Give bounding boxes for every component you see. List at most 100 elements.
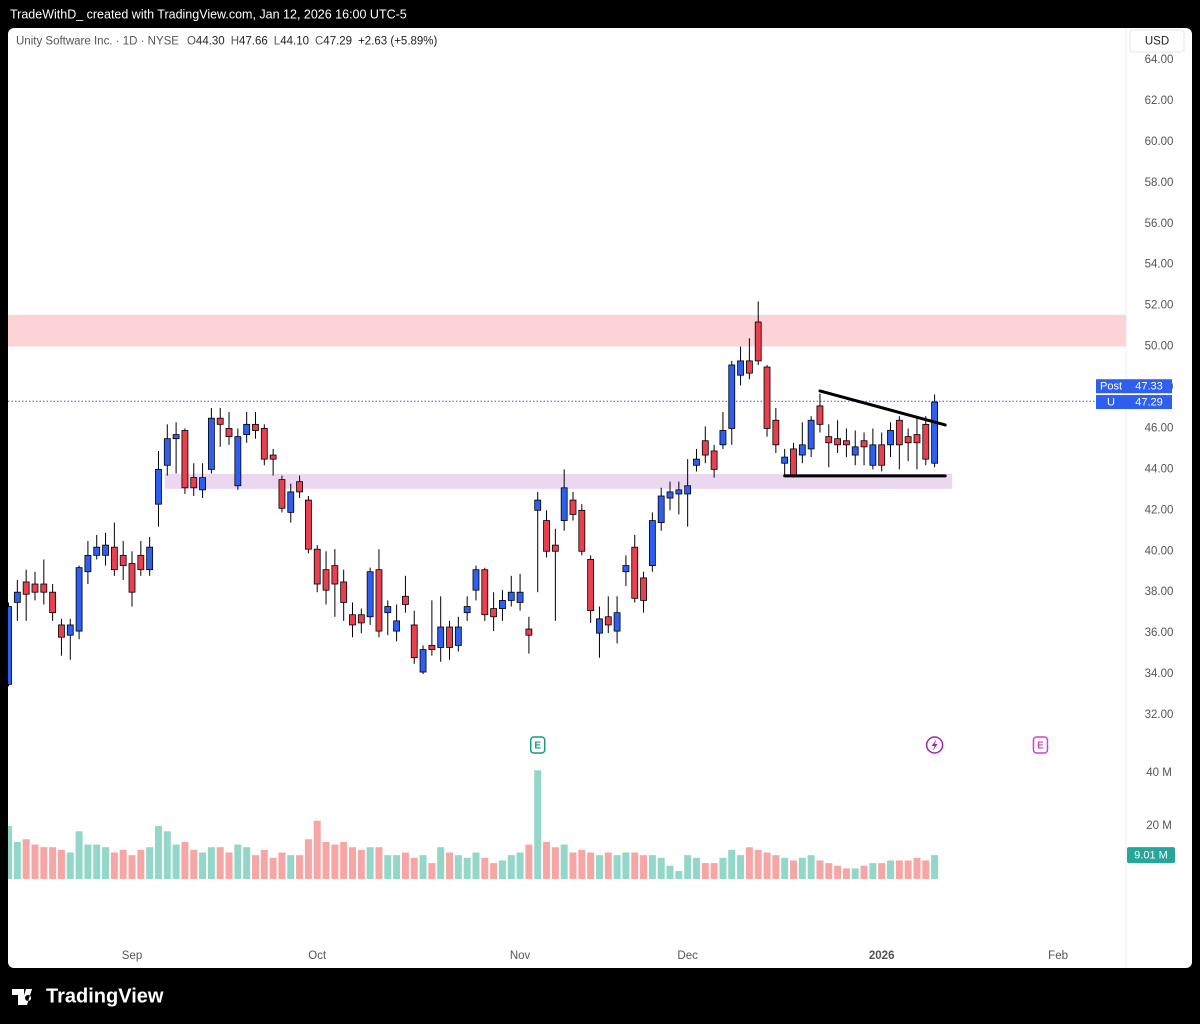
volume-bar bbox=[657, 857, 665, 879]
candle-body bbox=[13, 591, 21, 603]
candle-body bbox=[701, 440, 709, 456]
volume-bar bbox=[931, 855, 939, 879]
candle-body bbox=[604, 616, 612, 626]
volume-bar bbox=[454, 855, 462, 879]
candle-body bbox=[331, 565, 339, 585]
volume-bar bbox=[842, 868, 850, 879]
volume-bar bbox=[172, 844, 180, 879]
volume-bar bbox=[110, 852, 118, 879]
legend-value: 44.10 bbox=[280, 36, 309, 48]
volume-bar bbox=[728, 849, 736, 879]
candle-body bbox=[22, 581, 30, 595]
candle-body bbox=[119, 554, 127, 566]
volume-bar bbox=[560, 844, 568, 879]
candle-body bbox=[666, 491, 674, 499]
volume-bar bbox=[684, 855, 692, 879]
volume-tick-label: 40 M bbox=[1146, 767, 1172, 779]
price-tag-box bbox=[1126, 379, 1172, 394]
volume-bar bbox=[375, 847, 383, 879]
volume-bar bbox=[410, 857, 418, 879]
y-tick-label: 44.00 bbox=[1145, 463, 1174, 475]
brand: TradingView bbox=[46, 985, 164, 1007]
volume-bar bbox=[137, 849, 145, 879]
volume-bar bbox=[604, 852, 612, 879]
volume-bar bbox=[789, 860, 797, 879]
candle-body bbox=[40, 583, 48, 593]
volume-bar bbox=[763, 852, 771, 879]
x-tick-label: 2026 bbox=[869, 950, 895, 962]
y-tick-label: 52.00 bbox=[1145, 300, 1174, 312]
candle-body bbox=[349, 614, 356, 626]
volume-bar bbox=[613, 855, 621, 879]
volume-bar bbox=[719, 857, 727, 879]
brand-logo: TradingView bbox=[12, 985, 164, 1007]
y-tick-label: 50.00 bbox=[1145, 341, 1174, 353]
volume-bar bbox=[595, 855, 603, 879]
candle-body bbox=[102, 544, 109, 556]
candle-body bbox=[622, 565, 630, 573]
candle-body bbox=[428, 645, 436, 650]
volume-tick-label: 20 M bbox=[1146, 820, 1172, 832]
candle-body bbox=[128, 563, 136, 593]
volume-bar bbox=[84, 844, 92, 879]
volume-bar bbox=[463, 857, 471, 879]
candle-body bbox=[737, 360, 744, 376]
volume-bar bbox=[40, 847, 48, 879]
candle-body bbox=[631, 546, 639, 599]
event-label: E bbox=[534, 741, 541, 752]
volume-bar bbox=[251, 855, 259, 879]
candle-body bbox=[216, 417, 224, 425]
volume-bar bbox=[516, 852, 524, 879]
volume-bar bbox=[878, 863, 886, 879]
legend-value: 47.66 bbox=[239, 36, 268, 48]
candle-body bbox=[93, 546, 101, 556]
price-tag-box bbox=[1126, 395, 1172, 410]
volume-bar bbox=[481, 857, 489, 879]
candle-body bbox=[578, 509, 586, 552]
candle-body bbox=[181, 430, 189, 489]
candle-body bbox=[525, 628, 533, 636]
candle-body bbox=[287, 491, 295, 513]
candle-body bbox=[481, 569, 489, 616]
volume-bar bbox=[710, 863, 718, 879]
candle-body bbox=[763, 366, 771, 429]
volume-bar bbox=[701, 863, 709, 879]
volume-bar bbox=[807, 855, 815, 879]
candle-body bbox=[754, 321, 762, 362]
y-tick-label: 46.00 bbox=[1145, 422, 1174, 434]
zone bbox=[164, 473, 953, 489]
candle-body bbox=[843, 440, 850, 446]
candle-body bbox=[869, 444, 877, 466]
candle-body bbox=[551, 544, 559, 552]
volume-bar bbox=[93, 844, 101, 879]
candle-body bbox=[234, 436, 242, 487]
volume-bar bbox=[887, 860, 895, 879]
candle-body bbox=[296, 481, 303, 493]
legend-value: 47.29 bbox=[323, 36, 352, 48]
volume-bar bbox=[860, 865, 868, 879]
volume-bar bbox=[666, 865, 674, 879]
volume-bar bbox=[834, 865, 842, 879]
x-tick-label: Nov bbox=[510, 950, 531, 962]
y-tick-label: 58.00 bbox=[1145, 177, 1174, 189]
candle-body bbox=[313, 548, 321, 585]
axes: 32.00 34.00 36.00 38.00 40.00 42.00 44.00 46.00… bbox=[122, 54, 1175, 962]
candle-body bbox=[155, 468, 162, 505]
y-tick-label: 54.00 bbox=[1145, 259, 1174, 271]
candle-body bbox=[860, 440, 868, 448]
volume-bar bbox=[181, 841, 189, 879]
event-marker bbox=[1032, 736, 1049, 754]
candle-body bbox=[878, 444, 886, 466]
volume-bar bbox=[331, 844, 339, 879]
y-tick-label: 38.00 bbox=[1145, 586, 1174, 598]
candle-body bbox=[825, 436, 833, 444]
y-tick-label: 34.00 bbox=[1145, 668, 1174, 680]
currency-box bbox=[1129, 29, 1185, 53]
volume-bar bbox=[578, 849, 586, 879]
candle-body bbox=[243, 423, 251, 435]
volume-bar bbox=[357, 849, 365, 879]
candle-body bbox=[772, 419, 780, 446]
volume-bar bbox=[754, 849, 762, 879]
